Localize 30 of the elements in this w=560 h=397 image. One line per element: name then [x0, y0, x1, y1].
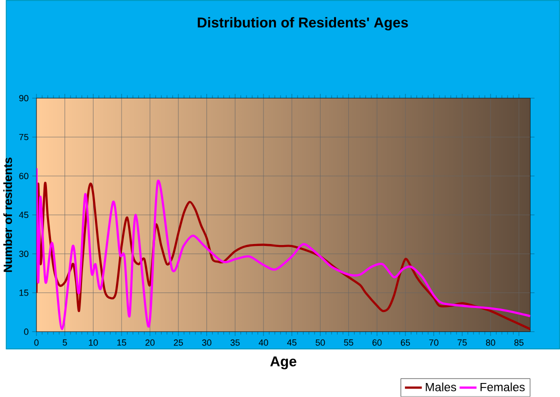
- y-tick-label: 60: [19, 172, 28, 180]
- y-tick-label: 75: [19, 134, 28, 140]
- x-tick-label: 0: [34, 340, 39, 346]
- x-tick-label: 15: [117, 340, 126, 346]
- x-tick-label: 85: [514, 340, 524, 346]
- x-tick-label: 10: [88, 340, 98, 346]
- x-tick-label: 5: [62, 340, 67, 346]
- x-tick-label: 45: [287, 340, 296, 346]
- x-tick-label: 35: [230, 340, 240, 346]
- y-tick-label: 0: [24, 328, 28, 335]
- x-tick-label: 70: [429, 340, 438, 346]
- x-axis-title: Age: [270, 356, 296, 370]
- x-tick-label: 50: [316, 340, 325, 346]
- y-tick-label: 45: [19, 212, 28, 218]
- x-tick-label: 30: [202, 340, 212, 346]
- x-tick-label: 65: [400, 340, 410, 346]
- x-tick-label: 40: [258, 340, 268, 346]
- x-tick-label: 60: [372, 340, 382, 346]
- chart-title: Distribution of Residents' Ages: [198, 17, 408, 31]
- legend-label: Males: [426, 382, 456, 392]
- x-tick-label: 55: [344, 340, 354, 346]
- legend-label: Females: [480, 382, 525, 392]
- y-tick-label: 90: [19, 95, 28, 102]
- y-tick-label: 15: [20, 290, 28, 296]
- y-axis-title: Number of residents: [3, 158, 12, 272]
- y-tick-label: 30: [19, 250, 28, 258]
- x-tick-label: 25: [174, 340, 183, 346]
- x-tick-label: 20: [145, 340, 155, 346]
- x-tick-label: 75: [458, 340, 467, 346]
- x-tick-label: 80: [486, 340, 496, 346]
